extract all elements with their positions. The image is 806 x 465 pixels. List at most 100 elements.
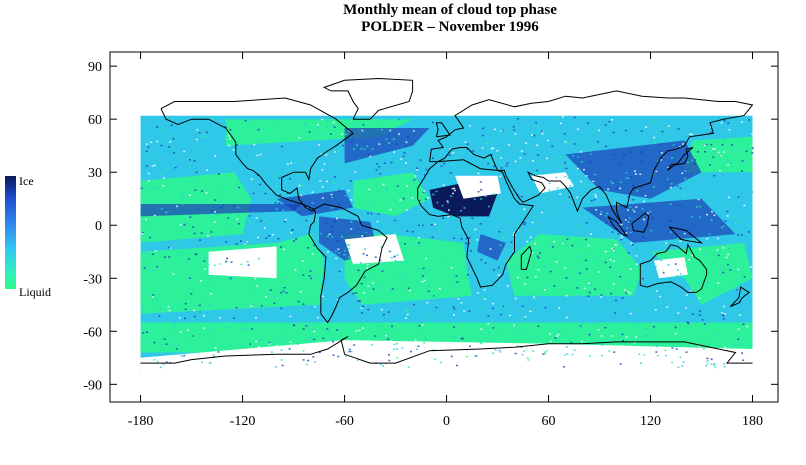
field-speckle	[644, 194, 647, 197]
field-speckle	[145, 143, 148, 145]
field-speckle	[480, 198, 483, 200]
field-speckle	[500, 164, 503, 166]
field-speckle	[226, 168, 229, 170]
field-speckle	[655, 290, 658, 292]
y-tick-label: 60	[88, 113, 102, 128]
field-speckle	[267, 293, 270, 295]
field-speckle	[509, 125, 512, 127]
field-speckle	[230, 261, 233, 263]
x-tick-label: 120	[640, 414, 661, 429]
field-speckle	[286, 192, 289, 194]
field-speckle	[689, 234, 692, 236]
field-speckle	[577, 173, 580, 175]
field-speckle	[526, 276, 529, 279]
field-speckle	[354, 171, 357, 173]
field-speckle	[518, 264, 521, 266]
field-speckle	[553, 241, 556, 243]
field-speckle	[146, 245, 149, 247]
field-speckle	[228, 144, 231, 147]
field-speckle	[163, 256, 166, 258]
field-speckle	[729, 269, 732, 271]
field-speckle	[675, 348, 678, 350]
field-speckle	[638, 353, 641, 355]
field-speckle	[366, 298, 368, 301]
field-speckle	[605, 222, 608, 224]
field-speckle	[423, 224, 426, 227]
field-speckle	[612, 283, 615, 285]
field-speckle	[168, 309, 171, 312]
field-speckle	[377, 327, 380, 330]
field-speckle	[468, 236, 471, 239]
field-speckle	[728, 247, 730, 249]
field-speckle	[629, 206, 632, 208]
field-speckle	[165, 343, 168, 345]
coastline	[322, 77, 414, 120]
field-speckle	[549, 353, 551, 355]
field-speckle	[154, 250, 157, 252]
field-speckle	[623, 319, 626, 321]
field-speckle	[168, 146, 171, 148]
field-speckle	[188, 191, 191, 193]
field-speckle	[360, 307, 363, 309]
field-speckle	[532, 219, 535, 221]
field-speckle	[349, 185, 352, 188]
field-speckle	[619, 181, 622, 184]
field-speckle	[425, 168, 428, 171]
field-speckle	[741, 170, 743, 172]
field-speckle	[321, 295, 324, 298]
field-speckle	[300, 194, 303, 197]
field-speckle	[405, 141, 408, 143]
field-speckle	[727, 164, 730, 166]
field-speckle	[465, 237, 468, 240]
field-ice	[565, 140, 702, 199]
field-speckle	[363, 235, 366, 237]
field-speckle	[709, 131, 712, 134]
field-speckle	[618, 229, 620, 232]
field-speckle	[289, 178, 292, 180]
field-speckle	[203, 260, 206, 262]
field-speckle	[390, 227, 393, 230]
field-speckle	[525, 142, 527, 144]
field-speckle	[370, 292, 373, 294]
field-speckle	[720, 122, 723, 124]
field-speckle	[356, 305, 359, 307]
field-speckle	[566, 328, 569, 330]
field-speckle	[203, 314, 205, 317]
field-speckle	[509, 272, 512, 274]
field-speckle	[423, 190, 426, 192]
field-speckle	[514, 352, 517, 355]
field-speckle	[163, 338, 166, 340]
field-speckle	[144, 218, 147, 221]
field-speckle	[635, 255, 638, 257]
field-speckle	[606, 130, 609, 133]
field-speckle	[413, 332, 415, 335]
field-speckle	[374, 256, 377, 258]
field-speckle	[395, 160, 398, 163]
field-speckle	[300, 184, 303, 186]
field-speckle	[309, 270, 312, 272]
field-speckle	[368, 261, 371, 263]
field-speckle	[585, 268, 588, 270]
field-speckle	[251, 328, 254, 330]
field-speckle	[375, 358, 378, 361]
field-speckle	[342, 180, 345, 182]
field-speckle	[653, 136, 656, 139]
field-speckle	[608, 350, 611, 352]
field-speckle	[228, 345, 231, 347]
field-speckle	[529, 236, 532, 239]
field-speckle	[375, 163, 378, 165]
field-speckle	[336, 294, 339, 296]
field-speckle	[503, 345, 506, 348]
field-speckle	[512, 234, 515, 236]
field-speckle	[311, 329, 314, 331]
field-speckle	[278, 202, 281, 205]
field-speckle	[289, 315, 292, 318]
field-speckle	[189, 194, 192, 196]
field-speckle	[739, 282, 742, 285]
field-speckle	[328, 233, 331, 235]
field-speckle	[645, 328, 648, 330]
field-speckle	[606, 129, 609, 131]
field-speckle	[590, 200, 593, 202]
field-speckle	[575, 148, 578, 151]
field-speckle	[611, 247, 614, 250]
